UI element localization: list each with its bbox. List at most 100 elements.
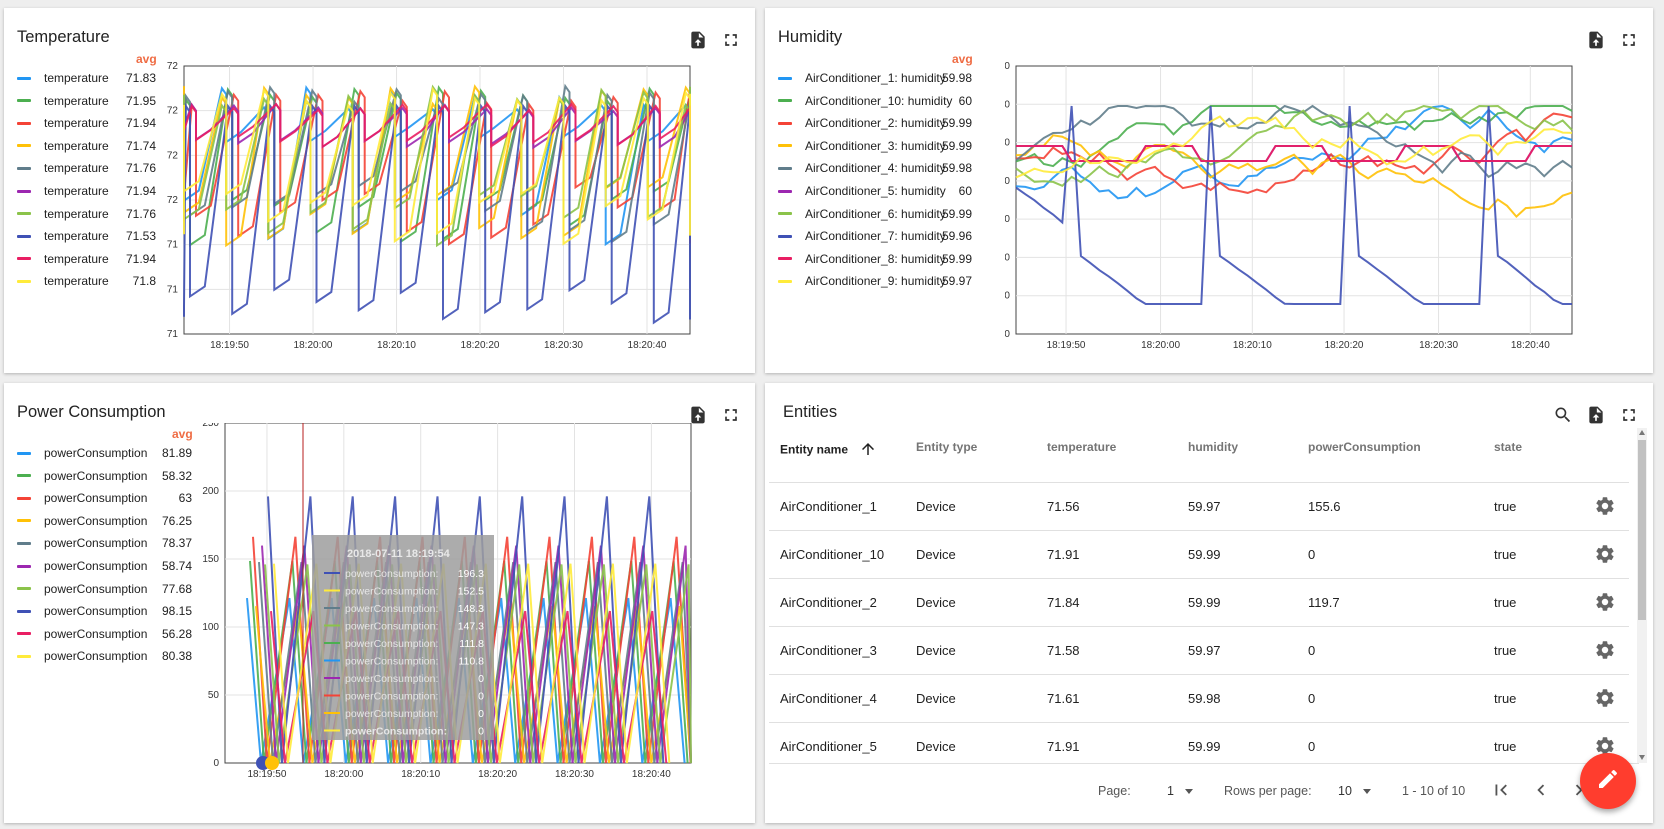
gear-icon[interactable] bbox=[1594, 495, 1616, 520]
cell-temperature: 71.58 bbox=[1047, 643, 1080, 658]
gear-icon[interactable] bbox=[1594, 639, 1616, 664]
x-tick-label: 18:20:20 bbox=[1325, 340, 1364, 351]
tooltip-value: 147.3 bbox=[458, 621, 484, 633]
cell-humidity: 59.99 bbox=[1188, 547, 1221, 562]
column-header-type[interactable]: Entity type bbox=[916, 440, 977, 454]
fullscreen-icon[interactable] bbox=[721, 30, 741, 50]
table-row[interactable]: AirConditioner_2 Device 71.84 59.99 119.7 tru… bbox=[769, 578, 1629, 626]
x-tick-label: 18:19:50 bbox=[247, 769, 286, 780]
legend-swatch bbox=[17, 167, 31, 170]
y-tick-label: 60 bbox=[1005, 252, 1010, 263]
legend-swatch bbox=[17, 144, 31, 147]
legend-avg-header[interactable]: avg bbox=[172, 427, 193, 441]
legend-item[interactable]: temperature bbox=[17, 137, 109, 155]
cell-humidity: 59.97 bbox=[1188, 643, 1221, 658]
search-icon[interactable] bbox=[1553, 405, 1573, 425]
legend-swatch bbox=[17, 257, 31, 260]
table-row[interactable]: AirConditioner_4 Device 71.61 59.98 0 true bbox=[769, 674, 1629, 722]
gear-icon[interactable] bbox=[1594, 687, 1616, 712]
export-icon[interactable] bbox=[688, 405, 708, 425]
legend-item[interactable]: temperature bbox=[17, 92, 109, 110]
x-tick-label: 18:20:40 bbox=[628, 340, 667, 351]
column-header-humidity[interactable]: humidity bbox=[1188, 440, 1238, 454]
y-tick-label: 60 bbox=[1005, 291, 1010, 302]
cell-name: AirConditioner_1 bbox=[780, 499, 877, 514]
legend-item[interactable]: temperature bbox=[17, 182, 109, 200]
page-select[interactable]: 1 bbox=[1167, 784, 1193, 798]
first-page-icon[interactable] bbox=[1490, 779, 1512, 806]
legend-value: 71.76 bbox=[96, 207, 156, 221]
legend-item[interactable]: temperature bbox=[17, 205, 109, 223]
x-tick-label: 18:19:50 bbox=[210, 340, 249, 351]
column-header-temperature[interactable]: temperature bbox=[1047, 440, 1116, 454]
legend-swatch bbox=[17, 212, 31, 215]
legend-swatch bbox=[17, 565, 31, 568]
previous-page-icon[interactable] bbox=[1530, 779, 1552, 806]
legend-item[interactable]: temperature bbox=[17, 250, 109, 268]
legend-item[interactable]: powerConsumption bbox=[17, 512, 147, 530]
legend-item[interactable]: powerConsumption bbox=[17, 467, 147, 485]
legend-avg-header[interactable]: avg bbox=[952, 52, 973, 66]
x-tick-label: 18:20:30 bbox=[555, 769, 594, 780]
legend-swatch bbox=[778, 122, 792, 125]
legend-item[interactable]: powerConsumption bbox=[17, 534, 147, 552]
legend-item[interactable]: powerConsumption bbox=[17, 580, 147, 598]
rows-per-page-select[interactable]: 10 bbox=[1338, 784, 1371, 798]
cell-state: true bbox=[1494, 643, 1516, 658]
export-icon[interactable] bbox=[1586, 405, 1606, 425]
edit-fab-button[interactable] bbox=[1580, 753, 1636, 809]
y-tick-label: 50 bbox=[208, 690, 220, 701]
temperature-card: Temperature avg temperature 71.83 temperatu… bbox=[4, 8, 755, 373]
legend-item[interactable]: temperature bbox=[17, 159, 109, 177]
tooltip-label: powerConsumption: bbox=[345, 656, 438, 668]
legend-value: 98.15 bbox=[132, 604, 192, 618]
legend-value: 71.8 bbox=[96, 274, 156, 288]
legend-item[interactable]: powerConsumption bbox=[17, 557, 147, 575]
legend-avg-header[interactable]: avg bbox=[136, 52, 157, 66]
table-row[interactable]: AirConditioner_1 Device 71.56 59.97 155.6 tru… bbox=[769, 482, 1629, 530]
legend-item[interactable]: powerConsumption bbox=[17, 647, 147, 665]
legend-item[interactable]: powerConsumption bbox=[17, 444, 147, 462]
legend-item[interactable]: temperature bbox=[17, 114, 109, 132]
legend-value: 81.89 bbox=[132, 446, 192, 460]
table-row[interactable]: AirConditioner_3 Device 71.58 59.97 0 true bbox=[769, 626, 1629, 674]
gear-icon[interactable] bbox=[1594, 591, 1616, 616]
legend-item[interactable]: powerConsumption bbox=[17, 602, 147, 620]
fullscreen-icon[interactable] bbox=[721, 405, 741, 425]
export-icon[interactable] bbox=[1586, 30, 1606, 50]
legend-item[interactable]: powerConsumption bbox=[17, 625, 147, 643]
legend-item[interactable]: temperature bbox=[17, 69, 109, 87]
fullscreen-icon[interactable] bbox=[1619, 405, 1639, 425]
legend-value: 71.94 bbox=[96, 184, 156, 198]
column-header-power[interactable]: powerConsumption bbox=[1308, 440, 1421, 454]
legend-value: 71.53 bbox=[96, 229, 156, 243]
x-tick-label: 18:20:20 bbox=[461, 340, 500, 351]
legend-value: 59.97 bbox=[912, 274, 972, 288]
temperature-chart: 7272727271717118:19:50 18:20:00 18:20:10 18… bbox=[164, 58, 744, 368]
tooltip-title: 2018-07-11 18:19:54 bbox=[347, 548, 451, 560]
gear-icon[interactable] bbox=[1594, 543, 1616, 568]
y-tick-label: 72 bbox=[167, 106, 179, 117]
cell-state: true bbox=[1494, 595, 1516, 610]
table-footer bbox=[769, 763, 1639, 764]
table-scrollbar[interactable] bbox=[1637, 428, 1647, 763]
column-header-state[interactable]: state bbox=[1494, 440, 1522, 454]
y-tick-label: 71 bbox=[167, 240, 179, 251]
table-row[interactable]: AirConditioner_10 Device 71.91 59.99 0 true bbox=[769, 530, 1629, 578]
cell-state: true bbox=[1494, 739, 1516, 754]
legend-swatch bbox=[778, 190, 792, 193]
fullscreen-icon[interactable] bbox=[1619, 30, 1639, 50]
legend-item[interactable]: temperature bbox=[17, 227, 109, 245]
sort-arrow-up-icon[interactable] bbox=[859, 440, 877, 461]
legend-item[interactable]: powerConsumption bbox=[17, 489, 147, 507]
legend-value: 71.76 bbox=[96, 161, 156, 175]
legend-item[interactable]: temperature bbox=[17, 272, 109, 290]
legend-value: 76.25 bbox=[132, 514, 192, 528]
humidity-card: Humidity avg AirConditioner_1: humidity 59… bbox=[765, 8, 1653, 373]
legend-value: 77.68 bbox=[132, 582, 192, 596]
tooltip-value: 0 bbox=[478, 673, 484, 685]
y-tick-label: 71 bbox=[167, 329, 179, 340]
cell-name: AirConditioner_10 bbox=[780, 547, 884, 562]
column-header-name[interactable]: Entity name bbox=[780, 440, 877, 461]
export-icon[interactable] bbox=[688, 30, 708, 50]
